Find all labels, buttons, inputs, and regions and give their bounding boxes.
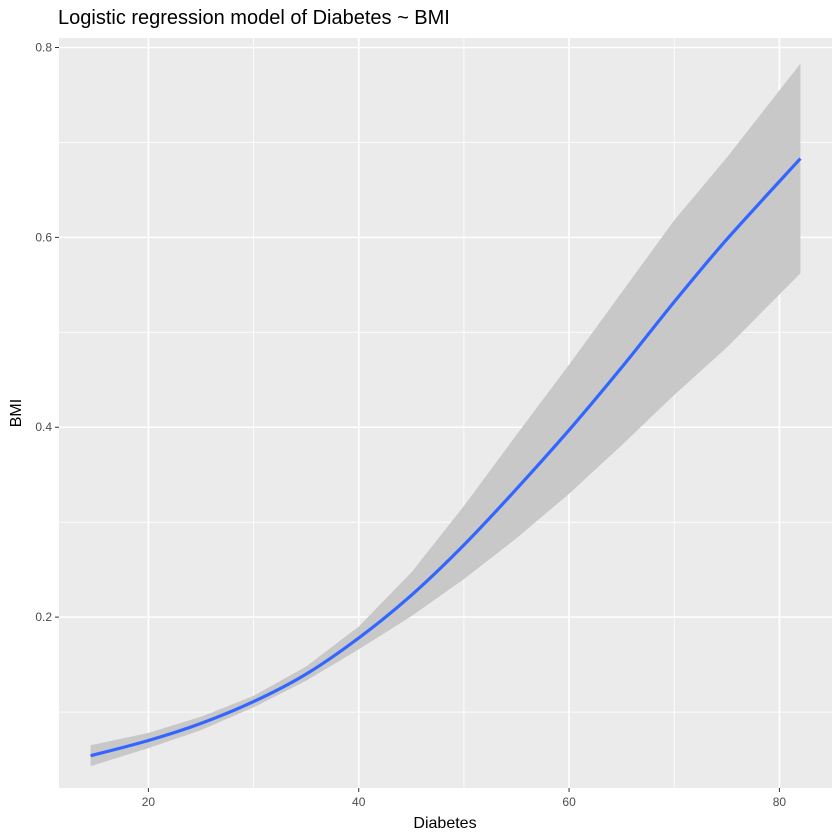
y-tick-label: 0.6 bbox=[35, 230, 52, 244]
y-axis-title: BMI bbox=[8, 399, 25, 427]
x-axis-ticks: 20 40 60 80 bbox=[142, 788, 787, 809]
plot-panel bbox=[59, 38, 832, 788]
x-tick-label: 80 bbox=[773, 795, 787, 809]
x-axis-title: Diabetes bbox=[413, 815, 476, 832]
x-tick-label: 40 bbox=[352, 795, 366, 809]
minor-gridlines bbox=[59, 38, 832, 788]
fit-line bbox=[90, 157, 802, 758]
chart-title: Logistic regression model of Diabetes ~ … bbox=[58, 7, 450, 29]
fit-line-layer bbox=[90, 157, 802, 758]
y-axis-ticks: 0.2 0.4 0.6 0.8 bbox=[35, 40, 59, 624]
x-tick-label: 60 bbox=[562, 795, 576, 809]
x-tick-label: 20 bbox=[142, 795, 156, 809]
y-tick-label: 0.2 bbox=[35, 610, 52, 624]
y-tick-label: 0.4 bbox=[35, 420, 52, 434]
y-tick-label: 0.8 bbox=[35, 40, 52, 54]
